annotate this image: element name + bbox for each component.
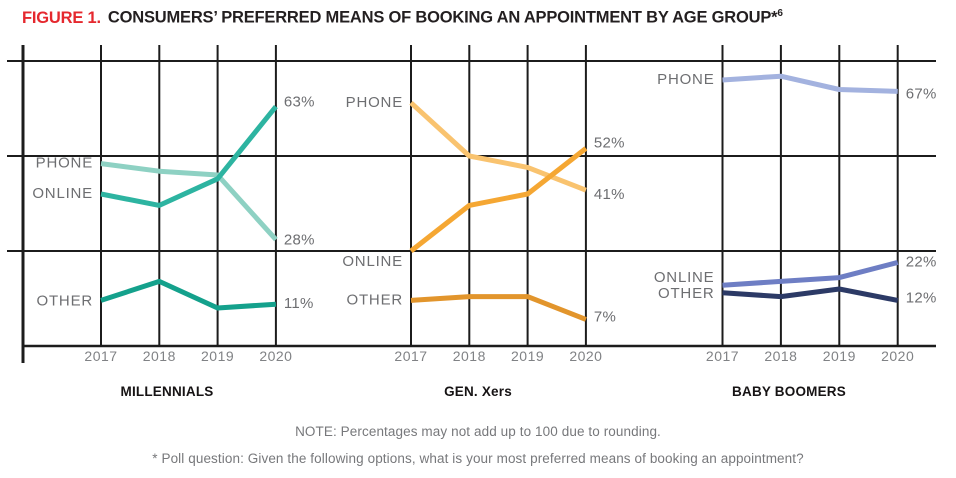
- millennials-other-value-label: 11%: [284, 295, 314, 312]
- gen-xers-year-label-2020: 2020: [569, 348, 602, 364]
- millennials-online-line: [100, 105, 278, 208]
- panel-label-gen-xers: GEN. Xers: [444, 384, 512, 399]
- millennials-phone-label: PHONE: [36, 155, 93, 172]
- gen-xers-online-value-label: 52%: [594, 134, 625, 151]
- baby-boomers-other-label: OTHER: [658, 285, 715, 302]
- millennials-online-label: ONLINE: [32, 185, 93, 202]
- figure-number-label: FIGURE 1.: [22, 8, 101, 27]
- gen-xers-year-label-2018: 2018: [453, 348, 486, 364]
- baby-boomers-year-label-2017: 2017: [706, 348, 739, 364]
- gen-xers-phone-line: [409, 100, 587, 193]
- baby-boomers-year-label-2020: 2020: [881, 348, 914, 364]
- gen-xers-year-label-2017: 2017: [394, 348, 427, 364]
- gen-xers-other-value-label: 7%: [594, 308, 616, 325]
- millennials-year-label-2019: 2019: [201, 348, 234, 364]
- baby-boomers-phone-label: PHONE: [657, 71, 714, 88]
- baby-boomers-online-label: ONLINE: [654, 269, 715, 286]
- gen-xers-year-label-2019: 2019: [511, 348, 544, 364]
- gen-xers-online-label: ONLINE: [342, 253, 403, 270]
- baby-boomers-phone-line: [722, 73, 898, 94]
- millennials-other-line: [100, 278, 277, 311]
- figure-title-text: CONSUMERS’ PREFERRED MEANS OF BOOKING AN…: [107, 8, 778, 27]
- baby-boomers-online-value-label: 22%: [906, 253, 937, 270]
- millennials-online-value-label: 63%: [284, 94, 315, 111]
- gen-xers-phone-label: PHONE: [346, 94, 403, 111]
- millennials-other-label: OTHER: [37, 292, 94, 309]
- millennials-year-label-2017: 2017: [84, 348, 117, 364]
- baby-boomers-online-line: [722, 259, 899, 288]
- millennials-phone-line: [100, 161, 278, 242]
- note-poll-question: * Poll question: Given the following opt…: [152, 451, 804, 466]
- figure-title-footnote-marker: 6: [777, 8, 783, 19]
- panel-label-millennials: MILLENNIALS: [120, 384, 214, 399]
- note-rounding: NOTE: Percentages may not add up to 100 …: [295, 424, 661, 439]
- figure-title: FIGURE 1. CONSUMERS’ PREFERRED MEANS OF B…: [22, 8, 783, 28]
- gen-xers-other-label: OTHER: [347, 291, 404, 308]
- gen-xers-other-line: [410, 294, 587, 322]
- baby-boomers-other-value-label: 12%: [906, 289, 937, 306]
- baby-boomers-phone-value-label: 67%: [906, 85, 937, 102]
- millennials-year-label-2018: 2018: [143, 348, 176, 364]
- baby-boomers-year-label-2018: 2018: [764, 348, 797, 364]
- baby-boomers-year-label-2019: 2019: [823, 348, 856, 364]
- gen-xers-online-line: [409, 146, 588, 253]
- millennials-phone-value-label: 28%: [284, 232, 315, 249]
- gen-xers-phone-value-label: 41%: [594, 186, 625, 203]
- panel-label-baby-boomers: BABY BOOMERS: [732, 384, 846, 399]
- millennials-year-label-2020: 2020: [259, 348, 292, 364]
- baby-boomers-other-line: [722, 286, 899, 303]
